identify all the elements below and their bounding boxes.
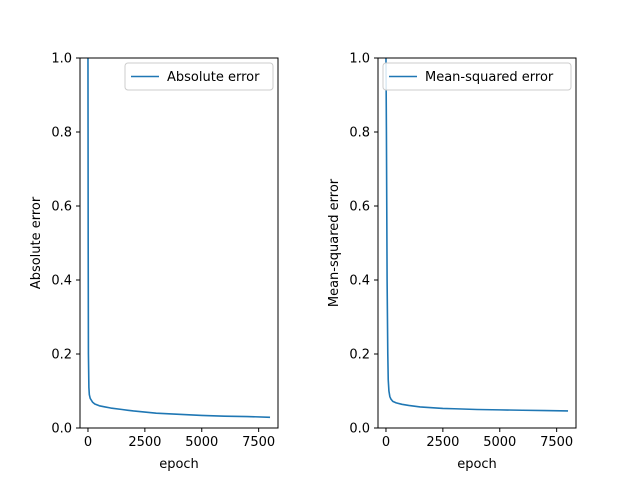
x-tick-label: 0 <box>382 435 390 450</box>
chart-absolute-error: 0 2500 5000 7500 0.0 0.2 0.4 0.6 0.8 1.0 epoch Abso… <box>29 52 279 472</box>
axes-frame <box>377 57 577 429</box>
chart-mean-squared-error: 0 2500 5000 7500 0.0 0.2 0.4 0.6 0.8 1.0 epoch Mean… <box>327 52 577 472</box>
series-line-main <box>87 58 271 419</box>
legend: Absolute error <box>124 62 274 91</box>
y-tick-label: 0.8 <box>51 126 72 141</box>
y-axis-label: Mean-squared error <box>327 178 342 307</box>
y-tick-label: 1.0 <box>51 52 72 67</box>
legend: Mean-squared error <box>382 62 572 91</box>
x-tick-label: 2500 <box>128 435 161 450</box>
y-tick-label: 0.2 <box>51 348 72 363</box>
y-tick-label: 0.2 <box>349 348 370 363</box>
legend-label: Mean-squared error <box>425 70 554 85</box>
y-tick-label: 0.8 <box>349 126 370 141</box>
x-axis-label: epoch <box>159 457 199 472</box>
series-line-main <box>385 58 569 412</box>
x-tick-label: 7500 <box>242 435 275 450</box>
axes-frame <box>79 57 279 429</box>
y-axis-label: Absolute error <box>29 196 44 289</box>
x-tick-label: 2500 <box>426 435 459 450</box>
y-tick-label: 0.0 <box>51 422 72 437</box>
x-tick-label: 7500 <box>540 435 573 450</box>
x-tick-label: 5000 <box>483 435 516 450</box>
legend-box <box>382 62 572 91</box>
legend-box <box>124 62 274 91</box>
y-tick-label: 0.4 <box>349 274 370 289</box>
y-tick-label: 0.6 <box>349 200 370 215</box>
y-tick-label: 0.4 <box>51 274 72 289</box>
y-tick-label: 1.0 <box>349 52 370 67</box>
y-tick-label: 0.0 <box>349 422 370 437</box>
x-axis-label: epoch <box>457 457 497 472</box>
x-tick-label: 0 <box>84 435 92 450</box>
x-tick-label: 5000 <box>185 435 218 450</box>
y-tick-label: 0.6 <box>51 200 72 215</box>
legend-label: Absolute error <box>167 70 260 85</box>
